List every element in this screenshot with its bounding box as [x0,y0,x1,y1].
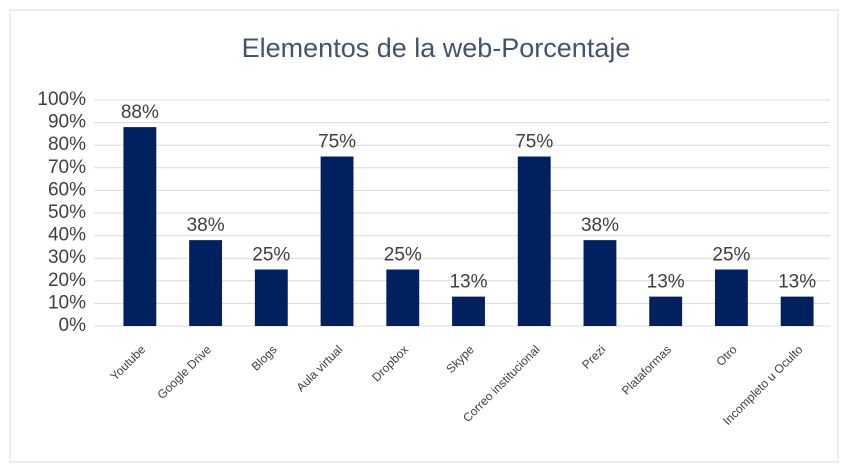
value-label: 13% [449,272,487,293]
y-tick-label: 50% [48,202,86,223]
chart-title: Elementos de la web-Porcentaje [242,33,631,63]
bar [583,240,617,326]
value-label: 25% [712,245,750,266]
value-label: 25% [252,245,290,266]
bar [320,156,354,326]
y-tick-label: 20% [48,270,86,291]
y-tick-label: 80% [48,134,86,155]
y-tick-label: 90% [48,112,86,133]
value-label: 13% [778,272,816,293]
y-tick-label: 100% [37,89,86,110]
value-label: 38% [187,215,225,236]
bar [517,156,551,326]
value-label: 13% [647,272,685,293]
y-tick-label: 40% [48,225,86,246]
value-label: 88% [121,102,159,123]
y-tick-label: 60% [48,179,86,200]
y-tick-label: 0% [59,315,87,336]
bar [123,127,157,327]
value-label: 25% [384,245,422,266]
bar [452,296,485,326]
bar [714,269,748,326]
y-tick-label: 10% [48,292,86,313]
bar [189,240,223,326]
bar [649,296,683,326]
bar [386,269,420,326]
value-label: 38% [581,215,619,236]
value-label: 75% [318,132,356,153]
y-tick-label: 30% [48,247,86,268]
value-label: 75% [515,132,553,153]
y-tick-label: 70% [48,157,86,178]
bar [780,296,814,326]
bar [254,269,288,326]
